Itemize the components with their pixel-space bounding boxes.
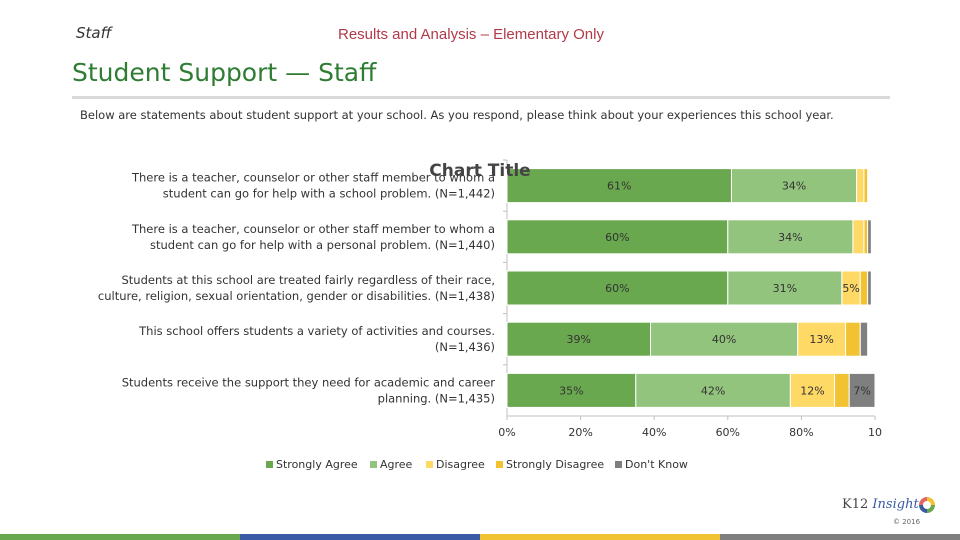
footer-stripe-0 [0, 534, 240, 540]
copyright: © 2016 [893, 518, 921, 526]
category-label-4-0: Students receive the support they need f… [122, 375, 496, 389]
bar-agree-0 [730, 168, 858, 204]
data-label-disagree-4: 12% [800, 384, 824, 397]
category-label-0-1: student can go for help with a school pr… [163, 187, 495, 201]
bar-strongly-disagree-1 [863, 219, 869, 255]
category-label-4-1: planning. (N=1,435) [378, 391, 495, 405]
k12-insight-logo: K12 Insight [842, 497, 919, 512]
bar-strongly-agree-1 [506, 219, 729, 255]
x-tick-label-1: 20% [568, 426, 592, 439]
bar-disagree-0 [856, 168, 865, 204]
data-label-disagree-2: 5% [842, 282, 859, 295]
bar-don-t-know-2 [867, 270, 872, 306]
bar-agree-4 [635, 372, 791, 408]
category-label-3-0: This school offers students a variety of… [138, 324, 495, 338]
x-tick-label-5: 10 [868, 426, 882, 439]
legend-entry-1: Agree [380, 458, 413, 471]
bar-strongly-agree-3 [506, 321, 652, 357]
legend-swatch-0 [266, 461, 273, 468]
category-label-3-1: (N=1,436) [435, 340, 495, 354]
bar-agree-2 [727, 270, 843, 306]
data-label-strongly-agree-4: 35% [559, 384, 583, 397]
data-label-agree-0: 34% [782, 180, 806, 193]
x-tick-label-4: 80% [789, 426, 813, 439]
x-tick-label-2: 40% [642, 426, 666, 439]
footer-color-bar [0, 534, 960, 540]
data-label-agree-2: 31% [773, 282, 797, 295]
bar-strongly-agree-4 [506, 372, 637, 408]
legend-swatch-2 [426, 461, 433, 468]
bar-strongly-disagree-2 [859, 270, 869, 306]
category-label-2-1: culture, religion, sexual orientation, g… [98, 289, 495, 303]
data-label-agree-1: 34% [778, 231, 802, 244]
bar-strongly-disagree-3 [845, 321, 861, 357]
category-label-0-0: There is a teacher, counselor or other s… [131, 171, 495, 185]
bar-strongly-disagree-0 [863, 168, 869, 204]
data-label-disagree-3: 13% [809, 333, 833, 346]
chart-title: Chart Title [429, 161, 530, 181]
footer-stripe-1 [240, 534, 480, 540]
section-label: Staff [76, 24, 112, 42]
logo-insight-text: Insight [872, 497, 919, 512]
bar-don-t-know-4 [848, 372, 876, 408]
category-label-2-0: Students at this school are treated fair… [121, 273, 495, 287]
data-label-don-t-know-4: 7% [853, 384, 870, 397]
bar-strongly-agree-2 [506, 270, 729, 306]
bar-don-t-know-1 [867, 219, 872, 255]
legend-entry-2: Disagree [436, 458, 485, 471]
data-label-agree-3: 40% [712, 333, 736, 346]
data-label-strongly-agree-0: 61% [607, 180, 631, 193]
legend-entry-3: Strongly Disagree [506, 458, 604, 471]
legend-swatch-3 [496, 461, 503, 468]
bar-don-t-know-3 [859, 321, 869, 357]
page-title: Student Support — Staff [72, 58, 377, 87]
legend-entry-4: Don't Know [625, 458, 688, 471]
logo-mark-icon [919, 497, 935, 513]
x-tick-label-0: 0% [498, 426, 515, 439]
footer-stripe-3 [720, 534, 960, 540]
legend-entry-0: Strongly Agree [276, 458, 358, 471]
footer-stripe-2 [480, 534, 720, 540]
data-label-strongly-agree-2: 60% [605, 282, 629, 295]
intro-text: Below are statements about student suppo… [80, 108, 834, 122]
data-label-strongly-agree-1: 60% [605, 231, 629, 244]
logo-k12-text: K12 [842, 497, 869, 512]
bar-strongly-disagree-4 [834, 372, 850, 408]
legend-swatch-4 [615, 461, 622, 468]
bar-disagree-3 [797, 321, 847, 357]
data-label-agree-4: 42% [701, 384, 725, 397]
bar-agree-3 [650, 321, 799, 357]
category-label-1-0: There is a teacher, counselor or other s… [131, 222, 495, 236]
category-label-1-1: student can go for help with a personal … [150, 238, 495, 252]
bar-disagree-1 [852, 219, 865, 255]
header-title: Results and Analysis – Elementary Only [338, 26, 604, 43]
x-tick-label-3: 60% [716, 426, 740, 439]
title-divider [72, 96, 890, 99]
legend-swatch-1 [370, 461, 377, 468]
data-label-strongly-agree-3: 39% [567, 333, 591, 346]
